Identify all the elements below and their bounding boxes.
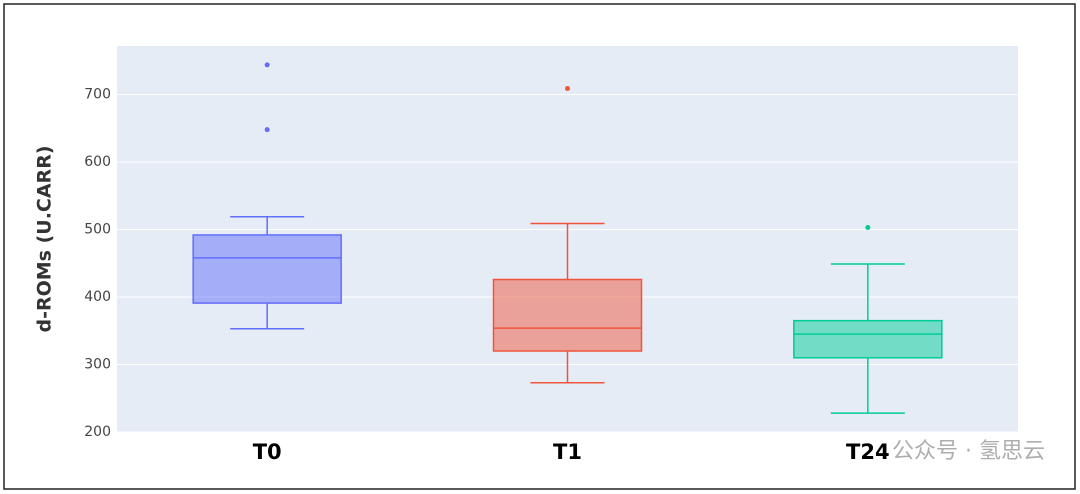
y-tick-label: 300 (84, 357, 111, 373)
outlier (264, 127, 270, 133)
watermark: 公众号 · 氢思云 (892, 439, 1045, 464)
outlier (865, 225, 871, 231)
y-tick-label: 700 (84, 87, 111, 103)
x-tick-label: T1 (553, 440, 582, 464)
y-axis-label: d-ROMs (U.CARR) (34, 145, 56, 332)
x-tick-label: T24 (846, 440, 890, 464)
y-tick-label: 400 (84, 289, 111, 305)
y-tick-label: 600 (84, 154, 111, 170)
y-tick-label: 200 (84, 424, 111, 440)
x-tick-label: T0 (253, 440, 282, 464)
box (492, 278, 643, 352)
y-tick-label: 500 (84, 222, 111, 238)
outlier (264, 62, 270, 68)
box (793, 319, 943, 359)
box (192, 234, 342, 304)
outlier (565, 86, 570, 92)
